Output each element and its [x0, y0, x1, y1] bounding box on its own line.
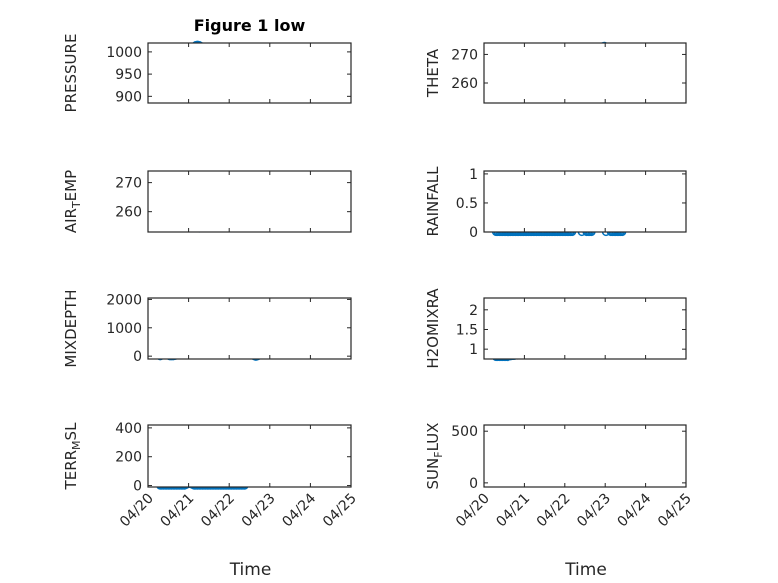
x-tick-label: 04/20: [453, 491, 493, 531]
y-axis-label: SUNFLUX: [424, 423, 445, 490]
y-axis-label: H2OMIXRA: [424, 288, 442, 369]
x-tick-label: 04/23: [239, 491, 279, 531]
y-tick-label: 270: [451, 47, 478, 63]
y-tick-label: 270: [115, 176, 142, 192]
y-tick-label: 260: [115, 205, 142, 221]
axes-frame: [147, 297, 352, 360]
y-tick-label: 1000: [106, 45, 142, 61]
subplot-h2omixra: 1 1.5 2 H2OMIXRA: [424, 288, 687, 369]
y-tick-label: 900: [115, 89, 142, 105]
subplot-pressure: 900 950 1000 PRESSURE Figure 1 low: [62, 16, 352, 113]
x-tick-label: 04/21: [158, 491, 198, 531]
subplot-sun_flux: 0 500 04/20 04/21 04/22 04/23 04/24 04/25 Time SU…: [424, 423, 695, 580]
subplot-terr_msl: 0 200 400 04/20 04/21 04/22 04/23 04/24 04/25 Tim…: [62, 421, 360, 580]
x-tick-label: 04/25: [320, 491, 360, 531]
y-axis-label: THETA: [424, 48, 442, 98]
y-tick-label: 950: [115, 67, 142, 83]
y-tick-label: 2: [469, 303, 478, 319]
y-tick-label: 0: [469, 476, 478, 492]
subplot-theta: 260 270 THETA: [424, 41, 687, 104]
x-tick-label: 04/20: [117, 491, 157, 531]
x-tick-label: 04/21: [493, 491, 533, 531]
y-tick-label: 0: [469, 225, 478, 241]
chart-title: Figure 1 low: [194, 16, 306, 35]
axes-frame: [147, 424, 352, 488]
y-tick-label: 2000: [106, 292, 142, 308]
x-tick-label: 04/24: [279, 490, 319, 530]
y-axis-label: PRESSURE: [62, 34, 80, 113]
y-tick-label: 1000: [106, 321, 142, 337]
axes-frame: [483, 297, 687, 360]
y-axis-label: MIXDEPTH: [62, 289, 80, 367]
axes-frame: [147, 42, 352, 104]
axes-frame: [147, 170, 352, 233]
y-axis-label: AIRTEMP: [62, 170, 83, 233]
y-tick-label: 200: [115, 450, 142, 466]
y-axis-label: TERRMSL: [62, 422, 83, 491]
y-tick-label: 260: [451, 76, 478, 92]
y-tick-label: 0: [133, 349, 142, 365]
x-axis-label: Time: [229, 560, 272, 580]
y-tick-label: 1: [469, 342, 478, 358]
axes-frame: [483, 42, 687, 104]
y-tick-label: 500: [451, 424, 478, 440]
y-tick-label: 1: [469, 167, 478, 183]
y-tick-label: 0: [133, 479, 142, 495]
axes-frame: [483, 170, 687, 233]
axes-frame: [483, 424, 687, 488]
y-axis-label: RAINFALL: [424, 166, 442, 237]
y-tick-label: 0.5: [456, 196, 478, 212]
y-tick-label: 400: [115, 421, 142, 437]
x-tick-label: 04/22: [534, 491, 574, 531]
y-tick-label: 1.5: [456, 322, 478, 338]
subplot-mixdepth: 0 1000 2000 MIXDEPTH: [62, 289, 352, 368]
x-axis-label: Time: [564, 560, 607, 580]
x-tick-label: 04/22: [198, 491, 238, 531]
x-tick-label: 04/23: [574, 491, 614, 531]
subplot-rainfall: 0 0.5 1 RAINFALL: [424, 166, 687, 241]
x-tick-label: 04/25: [655, 491, 695, 531]
subplot-air_temp: 260 270 AIRTEMP: [62, 170, 352, 233]
x-tick-label: 04/24: [615, 490, 655, 530]
